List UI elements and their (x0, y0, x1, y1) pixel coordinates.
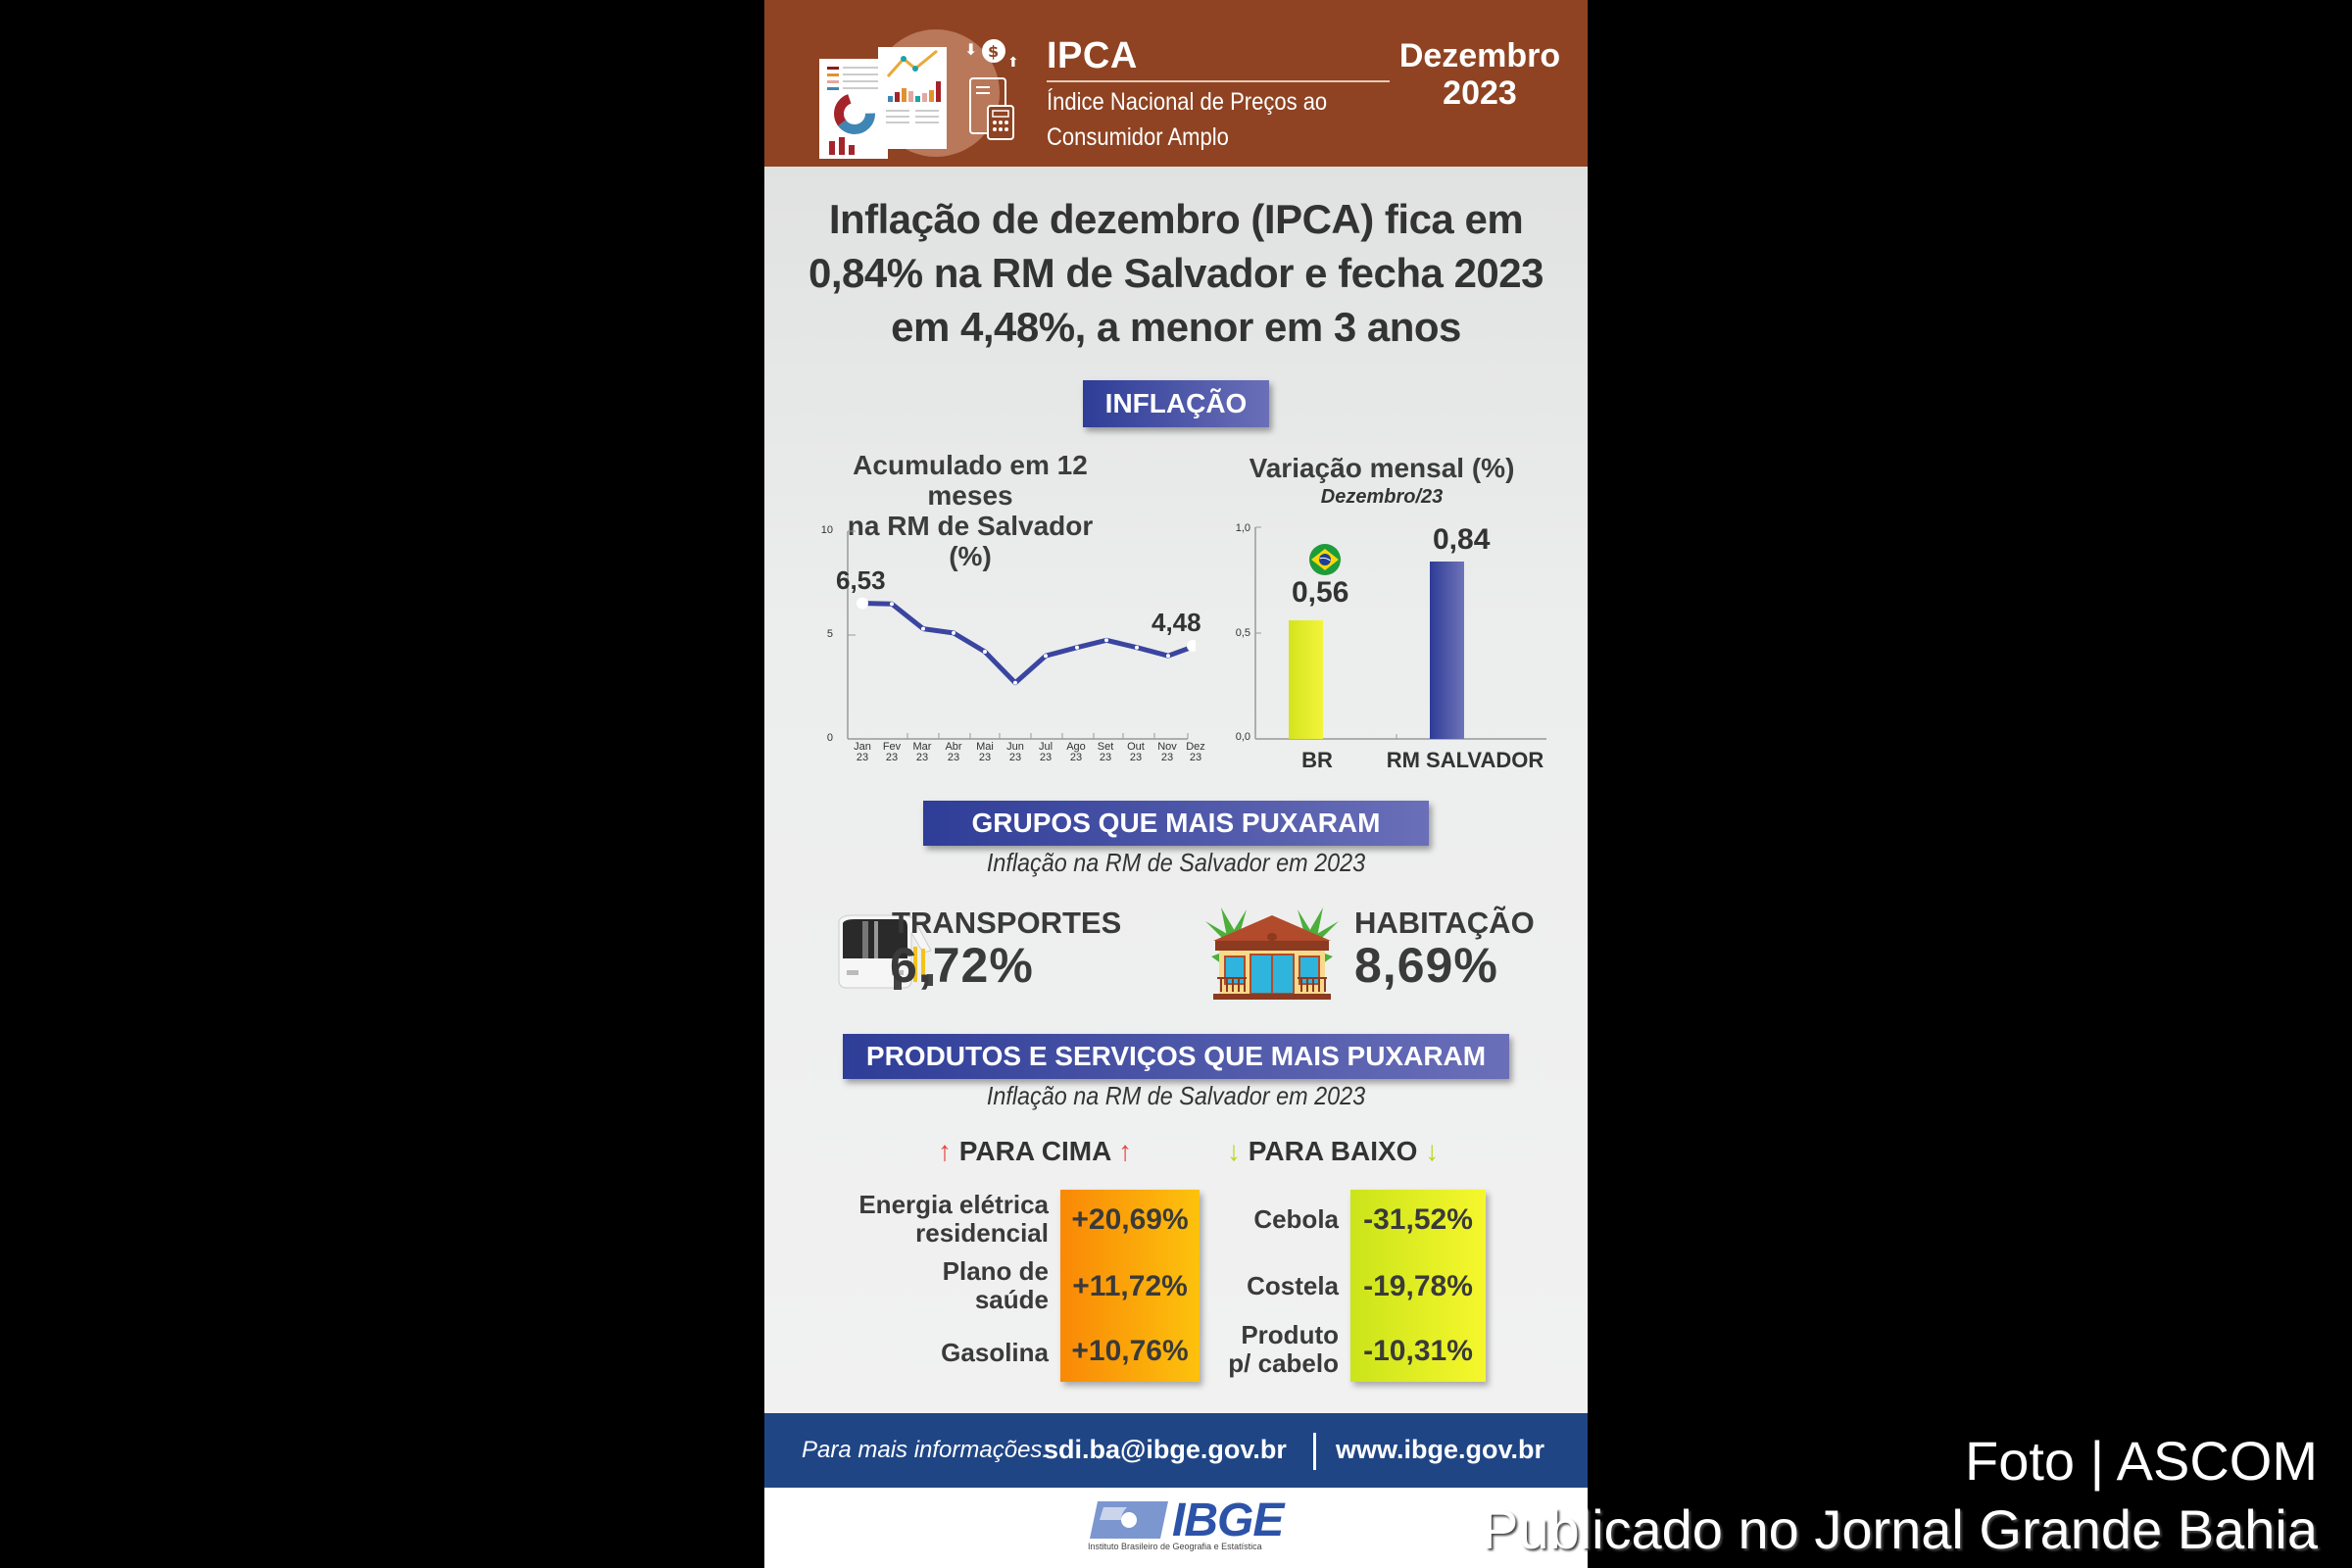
header-date: Dezembro 2023 (1392, 37, 1568, 112)
month-label: Mai 23 (976, 741, 994, 763)
headline-line3: em 4,48%, a menor em 3 anos (891, 304, 1461, 350)
headline: Inflação de dezembro (IPCA) fica em 0,84… (784, 192, 1568, 354)
inflation-badge: INFLAÇÃO (1083, 380, 1269, 427)
ibge-logo-text: IBGE (1172, 1494, 1284, 1546)
down-item-value: -31,52% (1363, 1203, 1473, 1236)
bar-br (1289, 620, 1323, 739)
bar-chart-subtitle: Dezembro/23 (1320, 486, 1444, 508)
up-item-value: +20,69% (1071, 1203, 1189, 1236)
footer-email-link[interactable]: sdi.ba@ibge.gov.br (1044, 1435, 1287, 1464)
month-label: Dez 23 (1186, 741, 1205, 763)
header-banner: ⬇ $ ⬆ IPCA Índice Nacional de Preços ao … (764, 0, 1588, 167)
group-transportes-name: TRANSPORTES (892, 906, 1122, 940)
line-point-jan (857, 597, 868, 610)
groups-badge: GRUPOS QUE MAIS PUXARAM (923, 801, 1429, 846)
down-item-name: Produto p/ cabelo (1228, 1320, 1339, 1378)
line-y-tick-10: 10 (820, 524, 833, 536)
line-first-value: 6,53 (836, 565, 886, 595)
footer-info-label: Para mais informações: (802, 1437, 1050, 1463)
bar-chart (1254, 526, 1546, 740)
groups-subtitle: Inflação na RM de Salvador em 2023 (986, 848, 1366, 877)
bar-chart-title: Variação mensal (%) (1249, 453, 1515, 483)
arrow-up-icon: ↑ (938, 1136, 952, 1166)
arrow-down-icon: ↓ (1227, 1136, 1241, 1166)
bar-br-value: 0,56 (1292, 576, 1349, 609)
up-item-name: Plano de saúde (942, 1256, 1049, 1314)
ibge-logo-subtitle: Instituto Brasileiro de Geografia e Esta… (1088, 1542, 1262, 1551)
month-label: Ago 23 (1066, 741, 1086, 763)
line-y-tick-5: 5 (826, 628, 833, 640)
line-chart-title: Acumulado em 12 meses na RM de Salvador … (823, 450, 1117, 571)
header-year: 2023 (1443, 74, 1517, 112)
publisher-watermark: Publicado no Jornal Grande Bahia (1481, 1498, 2318, 1560)
group-habitacao-name: HABITAÇÃO (1354, 906, 1535, 940)
line-chart-title-line2: na RM de Salvador (%) (847, 511, 1094, 571)
bar-rm-salvador-label: RM SALVADOR (1386, 748, 1544, 772)
report-charts-icon: ⬇ $ ⬆ (819, 39, 1019, 159)
up-header: ↑ PARA CIMA ↑ (938, 1136, 1132, 1167)
header-subtitle: Índice Nacional de Preços ao Consumidor … (1047, 84, 1357, 155)
month-label: Fev 23 (882, 741, 902, 763)
up-values-box (1060, 1190, 1200, 1382)
down-item-value: -19,78% (1363, 1270, 1473, 1302)
svg-text:⬇: ⬇ (964, 40, 977, 59)
footer-url-link[interactable]: www.ibge.gov.br (1336, 1435, 1545, 1464)
down-item-name: Cebola (1253, 1204, 1339, 1234)
up-item-name: Energia elétrica residencial (858, 1190, 1049, 1248)
arrow-down-icon: ↓ (1425, 1136, 1440, 1166)
month-label: Jan 23 (854, 741, 871, 763)
bar-br-label: BR (1301, 748, 1333, 772)
bar-y-tick-0: 0,0 (1235, 731, 1250, 743)
headline-line2: 0,84% na RM de Salvador e fecha 2023 (808, 250, 1544, 296)
headline-line1: Inflação de dezembro (IPCA) fica em (828, 196, 1524, 242)
footer-band (764, 1413, 1588, 1488)
down-values-box (1350, 1190, 1486, 1382)
header-divider (1047, 80, 1390, 82)
line-point-dez (1187, 640, 1196, 652)
bar-rm-salvador (1430, 562, 1464, 739)
photo-credit: Foto | ASCOM (1965, 1430, 2318, 1492)
bar-rm-salvador-value: 0,84 (1433, 523, 1491, 556)
brazil-flag-icon (1309, 544, 1341, 575)
footer-logo-area (764, 1488, 1588, 1568)
svg-text:⬆: ⬆ (1007, 55, 1019, 71)
bus-icon (838, 914, 933, 990)
up-label: PARA CIMA (958, 1136, 1111, 1166)
footer-divider (1313, 1433, 1316, 1470)
header-subtitle-line2: Consumidor Amplo (1047, 123, 1229, 151)
line-last-value: 4,48 (1152, 608, 1201, 637)
month-label: Nov 23 (1157, 741, 1177, 763)
group-habitacao-value: 8,69% (1354, 938, 1498, 993)
month-label: Mar 23 (912, 741, 932, 763)
month-label: Jul 23 (1038, 741, 1054, 763)
month-label: Set 23 (1097, 741, 1114, 763)
svg-text:$: $ (988, 42, 999, 61)
down-label: PARA BAIXO (1248, 1136, 1418, 1166)
products-subtitle: Inflação na RM de Salvador em 2023 (986, 1081, 1366, 1110)
header-title: IPCA (1047, 35, 1138, 76)
month-label: Out 23 (1127, 741, 1145, 763)
down-header: ↓ PARA BAIXO ↓ (1227, 1136, 1439, 1167)
group-transportes-value: 6,72% (890, 938, 1034, 993)
bar-y-tick-05: 0,5 (1235, 627, 1250, 639)
up-item-value: +10,76% (1071, 1335, 1189, 1367)
line-chart (847, 530, 1196, 740)
house-icon (1205, 907, 1339, 1000)
ibge-logo-icon (1090, 1501, 1168, 1539)
down-item-name: Costela (1247, 1271, 1339, 1300)
month-label: Abr 23 (945, 741, 962, 763)
bar-y-tick-1: 1,0 (1235, 522, 1250, 534)
arrow-up-icon: ↑ (1118, 1136, 1133, 1166)
products-badge: PRODUTOS E SERVIÇOS QUE MAIS PUXARAM (843, 1034, 1509, 1079)
header-month: Dezembro (1398, 37, 1561, 74)
up-item-name: Gasolina (941, 1338, 1049, 1367)
line-y-tick-0: 0 (826, 732, 833, 744)
up-item-value: +11,72% (1072, 1270, 1188, 1302)
month-label: Jun 23 (1006, 741, 1024, 763)
down-item-value: -10,31% (1363, 1335, 1473, 1367)
infographic-panel: ⬇ $ ⬆ IPCA Índice Nacional de Preços ao … (764, 0, 1588, 1568)
line-chart-title-line1: Acumulado em 12 meses (853, 450, 1088, 511)
header-subtitle-line1: Índice Nacional de Preços ao (1047, 88, 1328, 116)
